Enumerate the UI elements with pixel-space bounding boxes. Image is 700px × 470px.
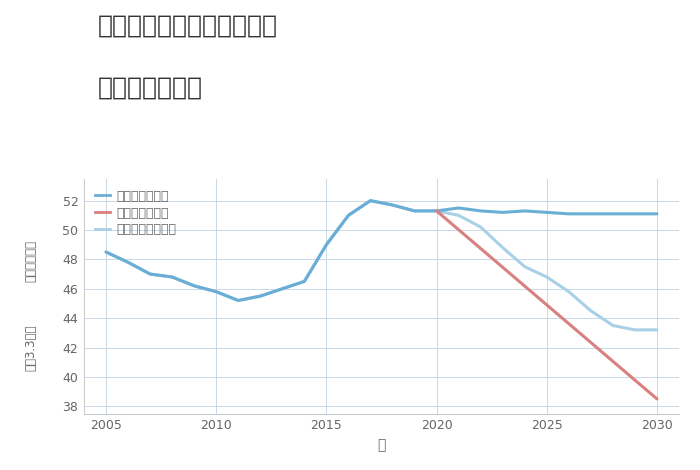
ノーマルシナリオ [454, 212, 463, 218]
ノーマルシナリオ [609, 323, 617, 329]
ノーマルシナリオ [344, 212, 353, 218]
グッドシナリオ [366, 198, 375, 204]
グッドシナリオ [433, 208, 441, 214]
Text: 坪（3.3㎡）: 坪（3.3㎡） [24, 325, 37, 371]
ノーマルシナリオ [542, 274, 551, 280]
ノーマルシナリオ [190, 283, 198, 289]
グッドシナリオ [278, 286, 286, 291]
グッドシナリオ [542, 210, 551, 215]
グッドシナリオ [631, 211, 639, 217]
グッドシナリオ [653, 211, 662, 217]
グッドシナリオ [565, 211, 573, 217]
ノーマルシナリオ [565, 289, 573, 295]
グッドシナリオ [322, 242, 330, 248]
グッドシナリオ [498, 210, 507, 215]
Line: グッドシナリオ: グッドシナリオ [106, 201, 657, 300]
Text: 兵庫県西宮市名塩茶園町の: 兵庫県西宮市名塩茶園町の [98, 14, 278, 38]
グッドシナリオ [212, 289, 220, 295]
グッドシナリオ [454, 205, 463, 211]
ノーマルシナリオ [300, 279, 309, 284]
バッドシナリオ [433, 208, 441, 214]
ノーマルシナリオ [146, 271, 154, 277]
グッドシナリオ [344, 212, 353, 218]
グッドシナリオ [234, 298, 242, 303]
Line: ノーマルシナリオ: ノーマルシナリオ [106, 201, 657, 330]
ノーマルシナリオ [168, 274, 176, 280]
Legend: グッドシナリオ, バッドシナリオ, ノーマルシナリオ: グッドシナリオ, バッドシナリオ, ノーマルシナリオ [90, 185, 181, 242]
グッドシナリオ [609, 211, 617, 217]
グッドシナリオ [102, 249, 110, 255]
Line: バッドシナリオ: バッドシナリオ [437, 211, 657, 399]
ノーマルシナリオ [102, 249, 110, 255]
グッドシナリオ [300, 279, 309, 284]
グッドシナリオ [124, 259, 132, 265]
グッドシナリオ [190, 283, 198, 289]
ノーマルシナリオ [521, 264, 529, 270]
Text: 単価（万円）: 単価（万円） [24, 240, 37, 282]
グッドシナリオ [389, 202, 397, 208]
ノーマルシナリオ [477, 224, 485, 230]
ノーマルシナリオ [433, 208, 441, 214]
ノーマルシナリオ [410, 208, 419, 214]
グッドシナリオ [410, 208, 419, 214]
ノーマルシナリオ [653, 327, 662, 333]
バッドシナリオ [653, 396, 662, 402]
グッドシナリオ [168, 274, 176, 280]
グッドシナリオ [146, 271, 154, 277]
ノーマルシナリオ [631, 327, 639, 333]
ノーマルシナリオ [234, 298, 242, 303]
ノーマルシナリオ [212, 289, 220, 295]
ノーマルシナリオ [587, 308, 595, 313]
ノーマルシナリオ [498, 245, 507, 251]
ノーマルシナリオ [322, 242, 330, 248]
ノーマルシナリオ [278, 286, 286, 291]
グッドシナリオ [477, 208, 485, 214]
X-axis label: 年: 年 [377, 438, 386, 452]
グッドシナリオ [521, 208, 529, 214]
グッドシナリオ [587, 211, 595, 217]
Text: 土地の価格推移: 土地の価格推移 [98, 75, 203, 99]
ノーマルシナリオ [124, 259, 132, 265]
グッドシナリオ [256, 293, 265, 299]
ノーマルシナリオ [366, 198, 375, 204]
ノーマルシナリオ [389, 202, 397, 208]
ノーマルシナリオ [256, 293, 265, 299]
